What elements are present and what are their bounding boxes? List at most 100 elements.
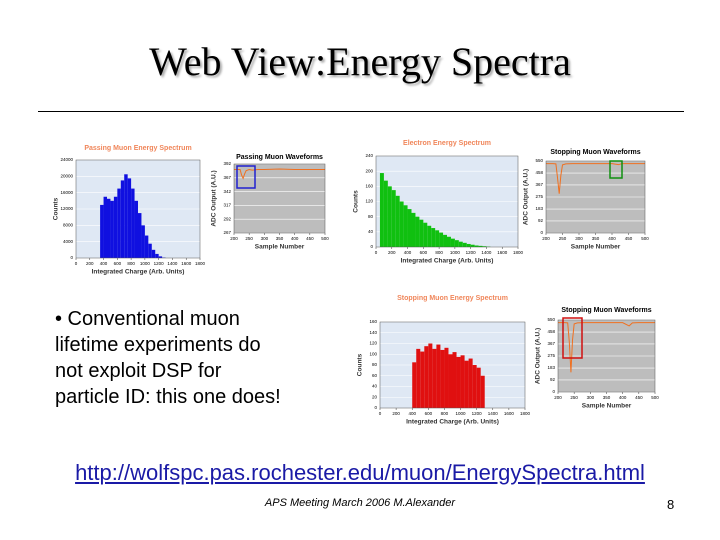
slide-title: Web View:Energy Spectra [149, 39, 571, 84]
plot-area [234, 164, 325, 233]
highlight-box [236, 165, 256, 189]
y-tick-label: 60 [372, 373, 378, 378]
y-tick-label: 92 [538, 218, 544, 223]
bullet-text: • Conventional muon lifetime experiments… [55, 306, 281, 410]
x-tick-label: 500 [321, 236, 329, 241]
highlight-box [609, 160, 623, 179]
y-tick-label: 183 [535, 206, 543, 211]
bar [415, 216, 420, 247]
bar [435, 230, 440, 247]
bar [399, 201, 404, 247]
y-tick-label: 40 [372, 384, 378, 389]
x-tick-label: 600 [114, 261, 122, 266]
x-tick-label: 1800 [520, 411, 531, 416]
y-tick-label: 550 [547, 317, 555, 322]
y-tick-label: 140 [369, 330, 377, 335]
x-tick-label: 400 [291, 236, 299, 241]
bar [148, 243, 152, 258]
bar [423, 222, 428, 247]
highlight-box [562, 317, 583, 359]
y-tick-label: 275 [547, 353, 555, 358]
y-tick-label: 458 [547, 329, 555, 334]
bar [444, 347, 449, 408]
x-axis-label: Sample Number [255, 244, 305, 251]
bar [450, 238, 455, 247]
x-tick-label: 200 [388, 250, 396, 255]
y-tick-label: 160 [369, 319, 377, 324]
bar [458, 241, 463, 247]
bar [138, 213, 142, 258]
x-tick-label: 1000 [140, 261, 151, 266]
bar [482, 246, 487, 247]
x-tick-label: 500 [641, 236, 649, 241]
x-tick-label: 600 [425, 411, 433, 416]
x-tick-label: 400 [100, 261, 108, 266]
y-tick-label: 80 [368, 214, 374, 219]
waveform [234, 168, 325, 180]
bar [472, 365, 477, 408]
x-tick-label: 400 [404, 250, 412, 255]
x-tick-label: 800 [127, 261, 135, 266]
x-axis-label: Sample Number [582, 403, 632, 410]
x-tick-label: 1000 [450, 250, 461, 255]
y-tick-label: 292 [223, 216, 231, 221]
x-tick-label: 400 [608, 236, 616, 241]
y-tick-label: 392 [223, 161, 231, 166]
link[interactable]: http://wolfspc.pas.rochester.edu/muon/En… [75, 460, 645, 485]
chart-title: Stopping Muon Waveforms [550, 149, 640, 156]
bar [439, 232, 444, 247]
x-tick-label: 350 [276, 236, 284, 241]
y-tick-label: 0 [540, 230, 543, 235]
bar [151, 249, 156, 258]
waveform [558, 322, 655, 373]
title-rule [38, 111, 684, 112]
bar [427, 225, 432, 247]
bar [476, 367, 481, 408]
bar [468, 358, 473, 408]
y-axis-label: Counts [357, 353, 364, 376]
chart: Electron Energy Spectrum 0 40 80 120 160 200 24… [353, 140, 524, 265]
x-tick-label: 200 [392, 411, 400, 416]
y-tick-label: 92 [550, 377, 556, 382]
chart: Stopping Muon Waveforms 0 92 183 275 367 458 55… [523, 149, 650, 251]
bar [117, 188, 121, 258]
x-tick-label: 0 [379, 411, 382, 416]
y-tick-label: 342 [223, 189, 231, 194]
bar [144, 235, 149, 258]
bar [480, 375, 485, 408]
chart: Passing Muon Waveforms 267 292 317 342 367 392… [211, 154, 330, 251]
x-tick-label: 350 [603, 395, 611, 400]
x-tick-label: 250 [245, 236, 253, 241]
x-tick-label: 200 [86, 261, 94, 266]
bar [464, 360, 469, 408]
y-axis-label: ADC Output (A.U.) [523, 169, 530, 225]
bar [432, 348, 437, 408]
y-tick-label: 240 [365, 153, 373, 158]
bullet-line: not exploit DSP for [55, 360, 222, 382]
x-axis-label: Integrated Charge (Arb. Units) [92, 269, 185, 276]
y-tick-label: 0 [552, 389, 555, 394]
x-tick-label: 400 [408, 411, 416, 416]
x-tick-label: 300 [587, 395, 595, 400]
y-tick-label: 367 [547, 341, 555, 346]
y-tick-label: 20 [372, 394, 378, 399]
bar [110, 200, 114, 258]
x-tick-label: 500 [651, 395, 659, 400]
chart-title: Passing Muon Energy Spectrum [84, 145, 191, 152]
x-tick-label: 1400 [167, 261, 178, 266]
y-tick-label: 0 [370, 244, 373, 249]
page-number: 8 [667, 497, 675, 512]
bar [379, 173, 384, 247]
x-tick-label: 450 [625, 236, 633, 241]
bar [443, 234, 447, 247]
bar [395, 195, 400, 247]
chart-title: Stopping Muon Waveforms [561, 307, 651, 314]
x-axis-label: Integrated Charge (Arb. Units) [401, 258, 494, 265]
y-axis-label: ADC Output (A.U.) [535, 328, 542, 384]
chart-title: Passing Muon Waveforms [236, 154, 323, 161]
x-tick-label: 300 [575, 236, 583, 241]
bar [100, 204, 104, 258]
chart-title: Stopping Muon Energy Spectrum [397, 295, 508, 302]
